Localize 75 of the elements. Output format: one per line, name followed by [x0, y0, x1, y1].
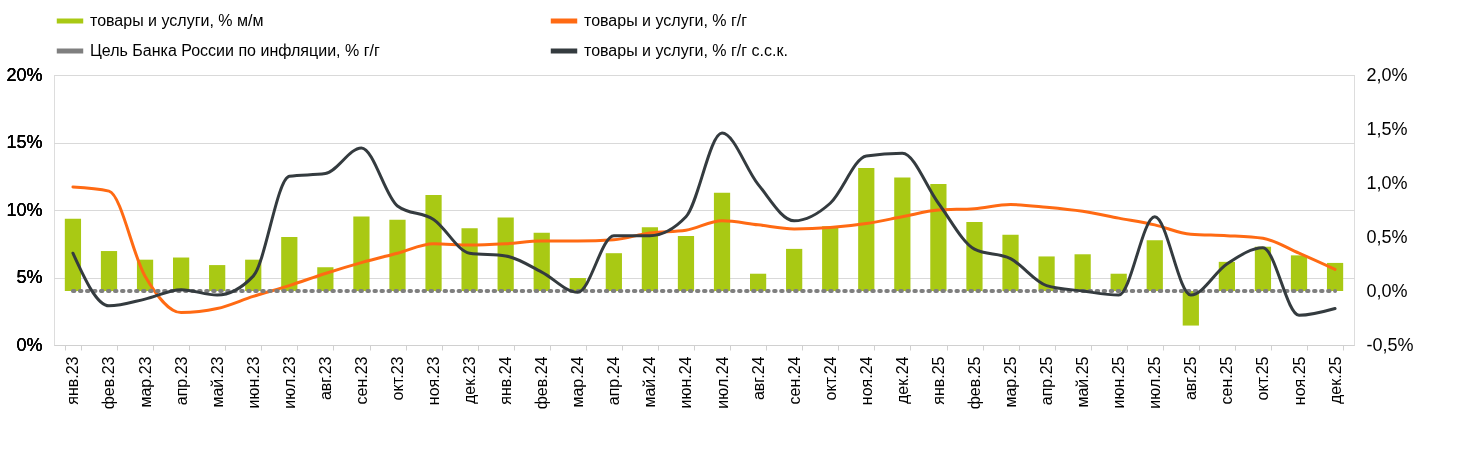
x-tick-label: янв.25: [929, 356, 947, 405]
x-tick-label: авг.24: [749, 356, 767, 401]
bar: [749, 273, 767, 291]
x-tick-label: мар.24: [569, 356, 587, 408]
bar: [425, 194, 442, 291]
bar: [173, 257, 190, 291]
bar: [1002, 234, 1019, 291]
legend-label: товары и услуги, % г/г с.с.к.: [584, 42, 788, 59]
x-tick-label: июл.23: [280, 356, 298, 409]
bar: [605, 253, 622, 291]
x-tick-label: сен.24: [785, 356, 803, 405]
x-tick-label: ноя.24: [857, 356, 875, 406]
y2-tick-label: 1,0%: [1366, 172, 1408, 193]
line-series: [71, 185, 1337, 315]
x-tick-label: май.23: [208, 356, 226, 408]
x-tick-label: июн.24: [677, 356, 695, 409]
x-tick-label: авг.23: [316, 356, 334, 401]
bar: [677, 235, 695, 291]
y-tick-label: 20%: [6, 64, 43, 85]
y2-tick-label: 0,5%: [1366, 226, 1408, 247]
x-tick-label: дек.23: [461, 356, 479, 404]
x-tick-label: апр.23: [172, 356, 190, 406]
bar: [894, 177, 911, 291]
x-tick-label: фев.23: [100, 356, 118, 410]
bar: [713, 192, 731, 291]
y-tick-label: 15%: [6, 132, 43, 152]
legend-label: Цель Банка России по инфляции, % г/г: [90, 42, 380, 59]
y2-tick-label: 2,0%: [1366, 64, 1408, 85]
bar: [281, 237, 298, 291]
x-tick-label: ноя.23: [425, 356, 443, 406]
x-tick-label: май.25: [1074, 356, 1092, 408]
y2-tick-label: 0,0%: [1366, 280, 1408, 301]
bar: [966, 221, 983, 291]
x-tick-label: окт.23: [388, 356, 406, 401]
x-tick-label: апр.24: [605, 356, 623, 406]
x-tick-label: дек.24: [893, 356, 911, 404]
y2-tick-label: -0,5%: [1366, 334, 1414, 355]
bar: [930, 184, 947, 291]
x-tick-label: янв.24: [497, 356, 515, 405]
x-tick-label: май.24: [641, 356, 659, 408]
x-tick-label: июл.24: [713, 356, 731, 409]
x-tick-label: апр.25: [1038, 356, 1056, 406]
bar: [1290, 255, 1308, 291]
x-tick-label: дек.25: [1326, 356, 1344, 404]
bar: [1074, 254, 1091, 291]
bar: [353, 216, 370, 291]
bar: [1146, 240, 1163, 291]
y-tick-label: 10%: [6, 199, 43, 220]
x-tick-label: июн.25: [1110, 356, 1128, 409]
bar: [209, 265, 226, 291]
bar: [786, 248, 803, 291]
x-tick-label: июн.23: [244, 356, 262, 409]
x-tick-label: ноя.25: [1290, 356, 1308, 406]
legend-label: товары и услуги, % г/г: [584, 12, 748, 29]
bar: [100, 251, 118, 291]
x-tick-label: сен.23: [352, 356, 370, 405]
y2-tick-label: 1,5%: [1366, 118, 1408, 139]
legend-label: товары и услуги, % м/м: [90, 12, 264, 29]
y-tick-label: 5%: [16, 267, 43, 287]
x-tick-label: июл.25: [1146, 356, 1164, 409]
bar: [64, 218, 82, 291]
y-tick-label: 0%: [16, 334, 43, 355]
x-tick-label: фев.25: [965, 356, 983, 410]
x-tick-label: янв.23: [64, 356, 82, 405]
bar: [858, 167, 875, 291]
bar: [389, 219, 406, 291]
x-tick-label: мар.23: [136, 356, 154, 408]
x-tick-label: сен.25: [1218, 356, 1236, 405]
line-series: [71, 131, 1337, 317]
bar: [822, 226, 839, 291]
x-tick-label: окт.24: [821, 356, 839, 401]
x-tick-label: мар.25: [1002, 356, 1020, 408]
x-tick-label: авг.25: [1182, 356, 1200, 401]
x-tick-label: окт.25: [1254, 356, 1272, 401]
x-tick-label: фев.24: [533, 356, 551, 410]
